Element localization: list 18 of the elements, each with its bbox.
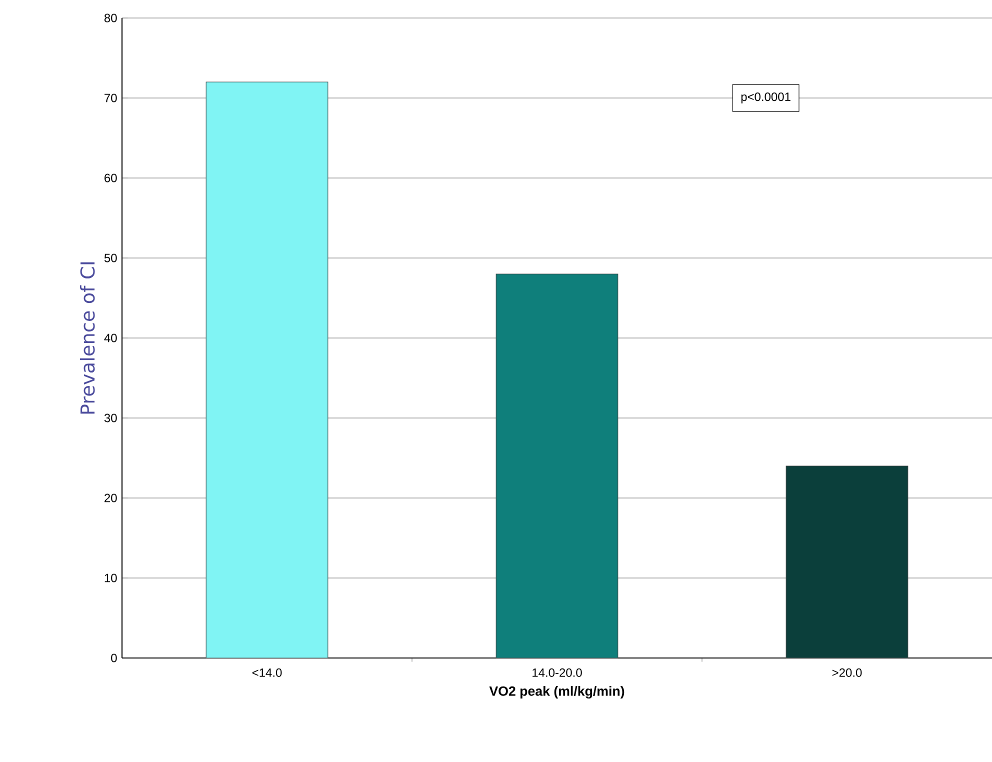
x-tick-label: 14.0-20.0 — [532, 668, 582, 677]
y-tick-label: 0 — [111, 654, 117, 662]
y-tick-label: 20 — [104, 494, 117, 502]
y-tick-label: 80 — [104, 14, 117, 22]
bar — [786, 466, 908, 658]
annotation: p<0.0001 — [741, 92, 790, 104]
bar — [206, 82, 328, 658]
y-tick-label: 30 — [104, 414, 117, 422]
y-tick-label: 40 — [104, 334, 117, 342]
x-axis-title: VO2 peak (ml/kg/min) — [489, 686, 624, 699]
y-axis-title: Prevalence of CI — [80, 262, 95, 414]
x-tick-label: >20.0 — [832, 668, 862, 677]
y-tick-label: 50 — [104, 254, 117, 262]
y-tick-label: 70 — [104, 94, 117, 102]
x-tick-label: <14.0 — [252, 668, 282, 677]
y-tick-label: 10 — [104, 574, 117, 582]
bar — [496, 274, 618, 658]
y-tick-label: 60 — [104, 174, 117, 182]
